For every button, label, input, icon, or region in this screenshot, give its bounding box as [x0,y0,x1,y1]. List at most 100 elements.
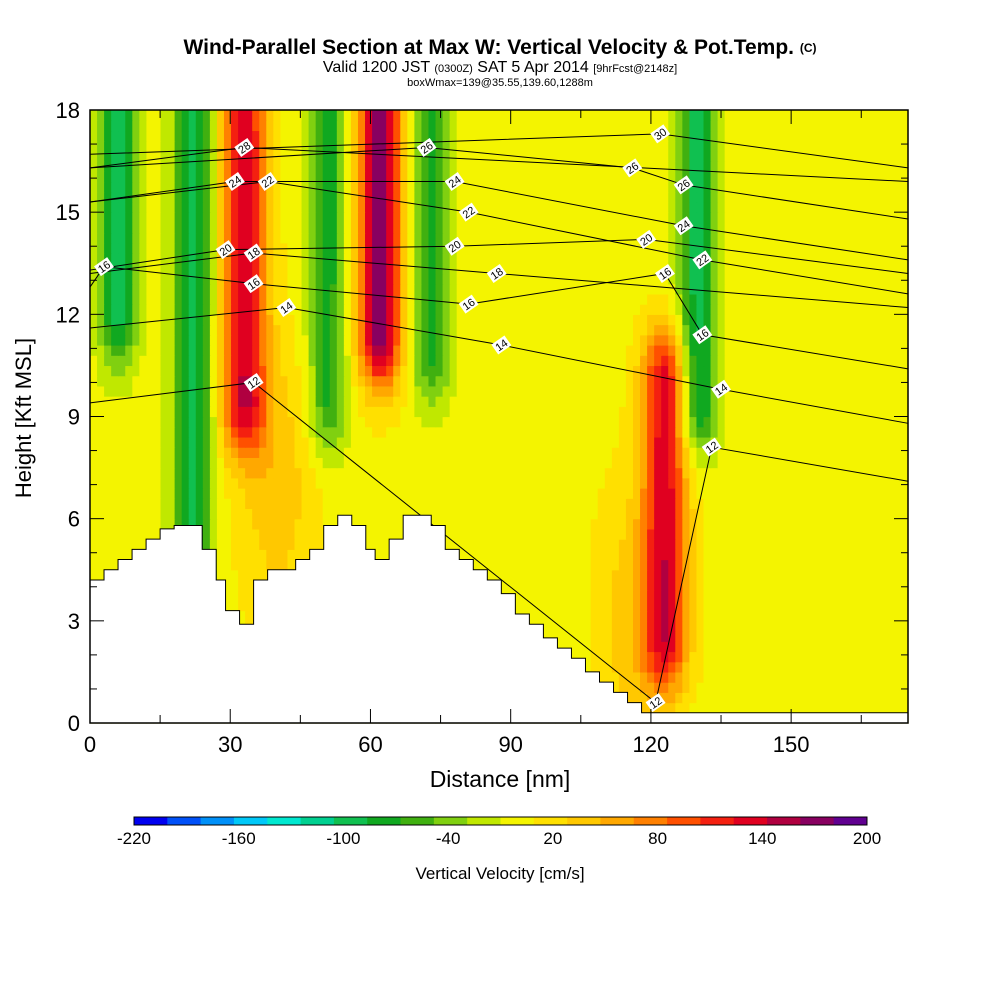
w-cell [322,324,331,336]
w-cell [872,293,881,305]
w-cell [188,324,197,336]
w-cell [534,467,542,479]
w-cell [865,355,874,367]
w-cell [893,610,902,622]
w-cell [710,416,719,428]
w-cell [640,344,648,356]
w-cell [195,344,204,356]
w-cell [625,488,634,499]
w-cell [153,314,162,326]
w-cell [668,682,676,693]
w-cell [238,334,246,346]
w-cell [118,304,126,315]
w-cell [640,610,648,622]
w-cell [766,385,775,397]
w-cell [611,344,620,356]
w-cell [900,631,909,642]
w-cell [379,355,387,367]
w-cell [654,539,662,550]
w-cell [534,590,542,601]
w-cell [816,498,824,510]
w-cell [365,334,373,346]
w-cell [879,518,888,530]
w-cell [238,457,246,469]
w-cell [703,508,712,520]
w-cell [287,508,296,520]
w-cell [329,488,338,499]
w-cell [809,702,817,714]
w-cell [188,498,197,510]
w-cell [372,457,380,469]
w-cell [689,436,698,448]
w-cell [759,344,768,356]
w-cell [463,488,472,499]
w-cell [766,620,775,632]
w-cell [181,324,190,336]
w-cell [625,508,634,520]
w-cell [534,416,542,428]
w-cell [802,416,810,428]
w-cell [174,385,183,397]
w-cell [597,539,606,550]
w-cell [654,488,662,499]
w-cell [640,396,648,407]
w-cell [470,447,479,458]
w-cell [879,406,888,418]
w-cell [484,375,493,387]
w-cell [231,396,239,407]
w-cell [745,396,754,407]
w-cell [520,518,528,530]
w-cell [231,488,239,499]
w-cell [379,375,387,387]
w-cell [477,559,486,571]
w-cell [703,375,712,387]
w-cell [301,488,310,499]
w-cell [499,559,507,571]
w-cell [456,447,465,458]
w-cell [90,477,98,489]
w-cell [830,304,839,315]
w-cell [548,293,557,305]
w-cell [759,334,768,346]
w-cell [809,426,817,438]
w-cell [202,314,211,326]
w-cell [823,549,832,561]
w-cell [654,671,662,683]
w-cell [696,702,705,714]
w-cell [858,682,867,693]
w-cell [788,579,796,591]
w-cell [195,324,204,336]
w-cell [449,293,458,305]
w-cell [322,314,331,326]
w-cell [513,569,521,581]
w-cell [357,324,366,336]
w-cell [400,436,408,448]
w-cell [125,293,133,305]
w-cell [259,488,267,499]
w-cell [534,293,542,305]
w-cell [865,549,874,561]
w-cell [837,610,846,622]
w-cell [900,426,909,438]
w-cell [287,314,296,326]
w-cell [661,304,669,315]
w-cell [893,661,902,673]
w-cell [569,498,578,510]
w-cell [879,671,888,683]
w-cell [491,334,500,346]
w-cell [477,467,486,479]
w-cell [435,293,444,305]
w-cell [774,631,782,642]
w-cell [223,518,232,530]
w-cell [717,365,726,377]
w-cell [774,355,782,367]
w-cell [379,539,387,550]
w-cell [336,477,345,489]
w-cell [795,334,803,346]
w-cell [534,314,542,326]
w-cell [231,416,239,428]
w-cell [731,406,740,418]
w-cell [752,518,761,530]
w-cell [689,498,698,510]
w-cell [738,488,747,499]
